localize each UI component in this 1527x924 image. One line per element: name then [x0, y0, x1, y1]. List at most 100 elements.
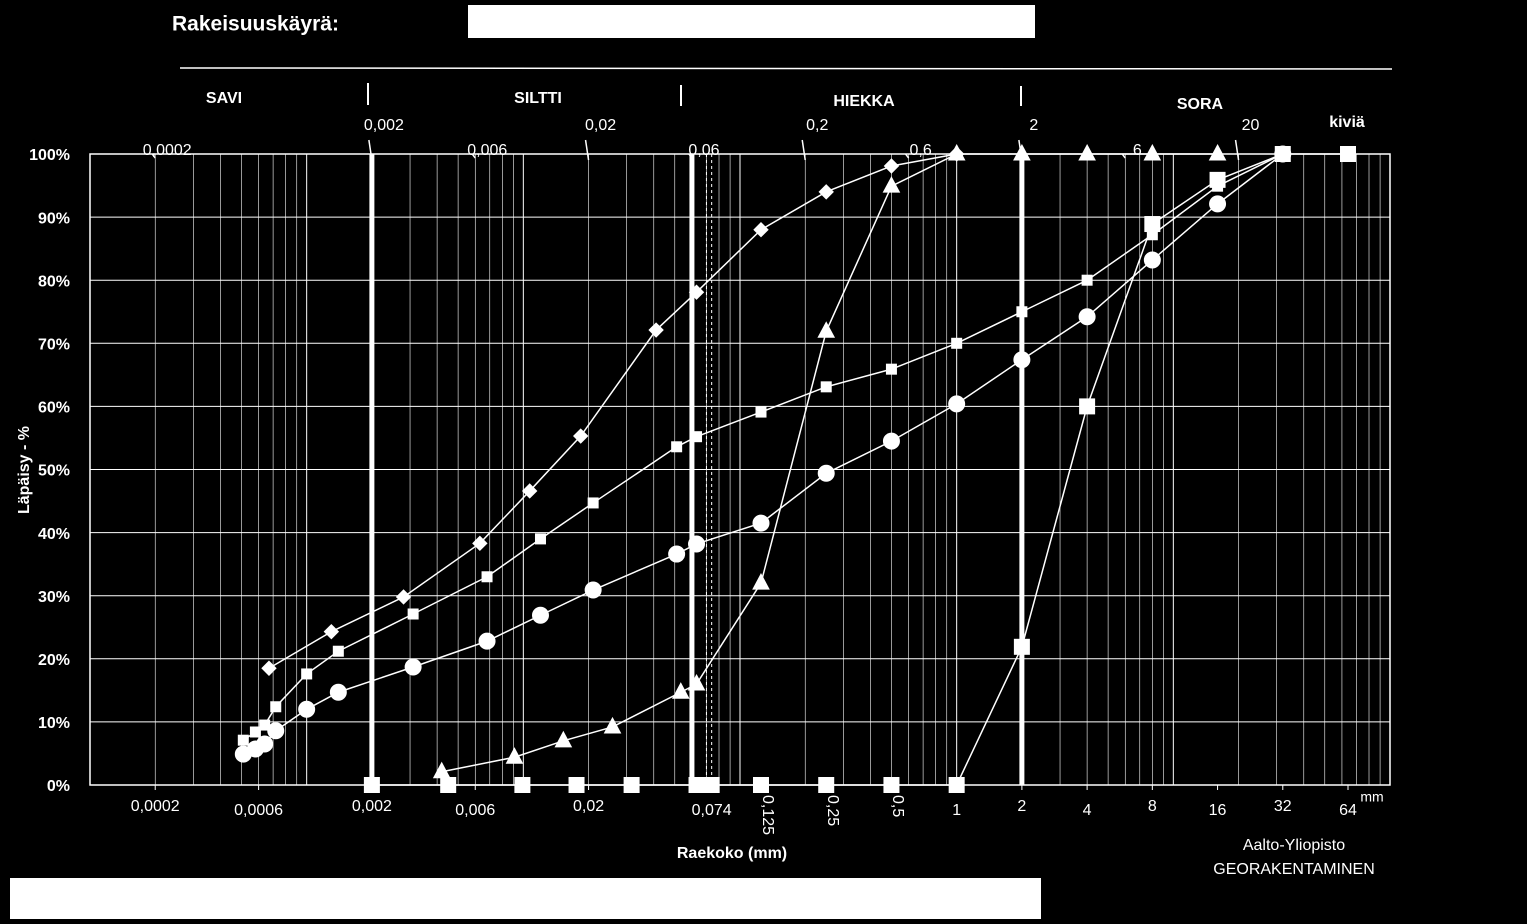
diamond-marker — [753, 222, 769, 238]
square-marker — [1081, 274, 1093, 286]
triangle-marker — [687, 673, 706, 691]
y-tick-label: 70% — [38, 337, 70, 354]
zone-label: SORA — [1177, 96, 1224, 113]
x-tick-label: 0,25 — [824, 795, 841, 826]
top-x-tick-label: 0,0002 — [143, 142, 192, 159]
x-tick-label: 4 — [1083, 802, 1092, 819]
circle-marker — [817, 464, 835, 482]
top-x-tick — [1234, 139, 1240, 161]
x-tick-label: 64 — [1339, 802, 1357, 819]
x-unit: mm — [1360, 789, 1383, 805]
zone-label: kiviä — [1329, 114, 1365, 131]
circle-marker — [298, 700, 316, 718]
top-x-tick-label: 0,006 — [467, 142, 507, 159]
header-rule — [179, 67, 1393, 70]
diamond-marker — [323, 623, 340, 640]
chart-title: Rakeisuuskäyrä: — [172, 13, 339, 36]
square-marker — [407, 608, 419, 620]
blank-box — [10, 878, 1041, 919]
triangle-marker — [1078, 143, 1096, 161]
zone-label: HIEKKA — [833, 93, 895, 110]
square-marker — [363, 777, 380, 793]
x-tick-label: 0,125 — [759, 795, 776, 835]
y-tick-label: 0% — [47, 778, 70, 795]
circle-marker — [1143, 251, 1161, 269]
y-tick-label: 50% — [38, 463, 70, 480]
series-line — [268, 153, 957, 669]
diamond-marker — [648, 322, 664, 338]
x-tick-label: 16 — [1209, 802, 1227, 819]
square-marker — [440, 777, 457, 793]
top-x-tick — [471, 153, 476, 159]
x-tick-label: 0,0006 — [234, 802, 283, 819]
y-tick-label: 80% — [38, 273, 70, 290]
x-tick-label: 8 — [1148, 798, 1157, 815]
circle-marker — [1013, 351, 1031, 369]
circle-marker — [584, 581, 602, 599]
top-x-tick-label: 0,6 — [909, 142, 931, 159]
square-marker — [752, 777, 769, 793]
top-x-tick — [904, 153, 910, 159]
circle-marker — [404, 658, 422, 676]
diamond-marker — [818, 184, 834, 200]
square-marker — [818, 777, 835, 793]
blank-box — [468, 5, 1035, 38]
top-x-tick-label: 0,06 — [688, 142, 719, 159]
x-tick-label: 0,0002 — [131, 798, 180, 815]
top-x-tick-label: 2 — [1029, 117, 1038, 134]
square-marker — [332, 645, 344, 657]
circle-marker — [882, 432, 900, 450]
y-tick-label: 100% — [29, 147, 70, 164]
zone-label: SAVI — [206, 90, 242, 107]
triangle-marker — [752, 573, 770, 590]
triangle-marker — [554, 730, 573, 748]
x-tick-label: 1 — [952, 802, 961, 819]
triangle-marker — [817, 321, 836, 338]
diamond-marker — [261, 660, 277, 676]
y-tick-label: 60% — [38, 400, 70, 417]
square-marker — [885, 363, 897, 375]
square-marker — [703, 777, 720, 793]
triangle-marker — [1013, 143, 1031, 161]
x-tick-label: 0,006 — [455, 802, 495, 819]
square-marker — [237, 734, 249, 746]
x-tick-label: 0,002 — [352, 798, 392, 815]
square-marker — [1274, 146, 1291, 162]
triangle-marker — [1143, 143, 1162, 161]
top-x-tick — [151, 153, 156, 159]
credit: Aalto-Yliopisto — [1243, 837, 1345, 854]
square-marker — [481, 571, 493, 583]
top-x-tick — [688, 153, 693, 159]
top-x-tick-label: 0,2 — [806, 117, 828, 134]
top-x-tick — [801, 139, 806, 161]
circle-marker — [531, 606, 549, 624]
y-tick-label: 90% — [38, 210, 70, 227]
circle-marker — [688, 535, 706, 553]
circle-marker — [668, 545, 686, 563]
square-marker — [514, 777, 531, 793]
x-tick-label: 0,02 — [573, 798, 604, 815]
diamond-marker — [521, 483, 538, 499]
square-marker — [1340, 146, 1357, 162]
y-tick-label: 30% — [38, 589, 70, 606]
series-line — [441, 153, 1218, 773]
triangle-marker — [603, 716, 622, 734]
top-x-tick-label: 0,002 — [364, 117, 404, 134]
diamond-marker — [573, 428, 589, 444]
square-marker — [820, 381, 832, 393]
circle-marker — [267, 722, 285, 740]
square-marker — [270, 701, 282, 713]
credit: GEORAKENTAMINEN — [1213, 861, 1375, 878]
zone-label: SILTTI — [514, 90, 562, 107]
circle-marker — [752, 514, 770, 532]
square-marker — [623, 777, 640, 793]
square-marker — [568, 777, 585, 793]
y-tick-label: 10% — [38, 715, 70, 732]
square-marker — [883, 777, 900, 793]
square-marker — [691, 431, 703, 443]
square-marker — [671, 441, 683, 453]
square-marker — [1079, 398, 1096, 415]
triangle-marker — [505, 747, 524, 764]
